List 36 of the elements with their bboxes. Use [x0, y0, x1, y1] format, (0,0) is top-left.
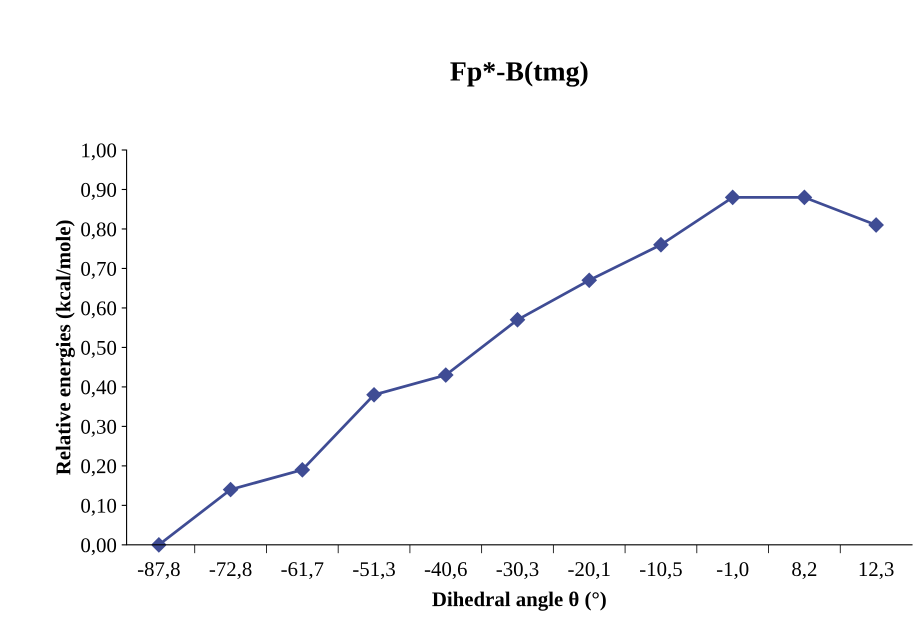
x-tick-label: -40,6	[424, 562, 467, 580]
point	[582, 272, 597, 288]
x-tick-label: -51,3	[353, 562, 395, 580]
y-tick-label: 0,20	[81, 459, 116, 476]
x-tick-label: -72,8	[210, 562, 252, 580]
y-tick-label: 0,80	[81, 222, 116, 240]
point	[223, 482, 238, 498]
point	[294, 462, 310, 478]
x-tick-label: 12,3	[860, 562, 894, 580]
point	[653, 237, 669, 252]
point	[438, 367, 454, 383]
y-tick-label: 0,60	[81, 301, 116, 318]
x-tick-label: -1,0	[716, 562, 748, 580]
y-tick-label: 0,10	[81, 498, 116, 516]
y-tick-label: 0,50	[81, 340, 116, 358]
point	[151, 537, 166, 552]
y-tick-label: 0,70	[81, 262, 116, 279]
y-tick-label: 0,30	[81, 420, 116, 437]
y-tick-label: 1,00	[82, 143, 116, 160]
y-tick-label: 0,90	[81, 182, 116, 200]
point	[510, 312, 526, 328]
x-axis-title: Dihedral angle θ (°)	[432, 592, 606, 611]
x-tick-label: 8,2	[792, 562, 816, 580]
y-tick-label: 0,40	[81, 380, 116, 398]
x-tick-label: -20,1	[568, 562, 610, 580]
x-tick-label: -30,3	[496, 562, 538, 580]
point	[868, 217, 884, 233]
point	[725, 190, 740, 205]
x-tick-label: -10,5	[640, 562, 682, 580]
y-axis-title: Relative energies (kcal/mole)	[56, 220, 75, 475]
point	[796, 190, 812, 205]
x-tick-label: -87,8	[138, 562, 180, 580]
chart-title: Fp*-B(tmg)	[450, 61, 588, 87]
y-tick-label: 0,00	[81, 538, 116, 556]
point	[366, 387, 382, 402]
x-tick-label: -61,7	[281, 562, 324, 580]
